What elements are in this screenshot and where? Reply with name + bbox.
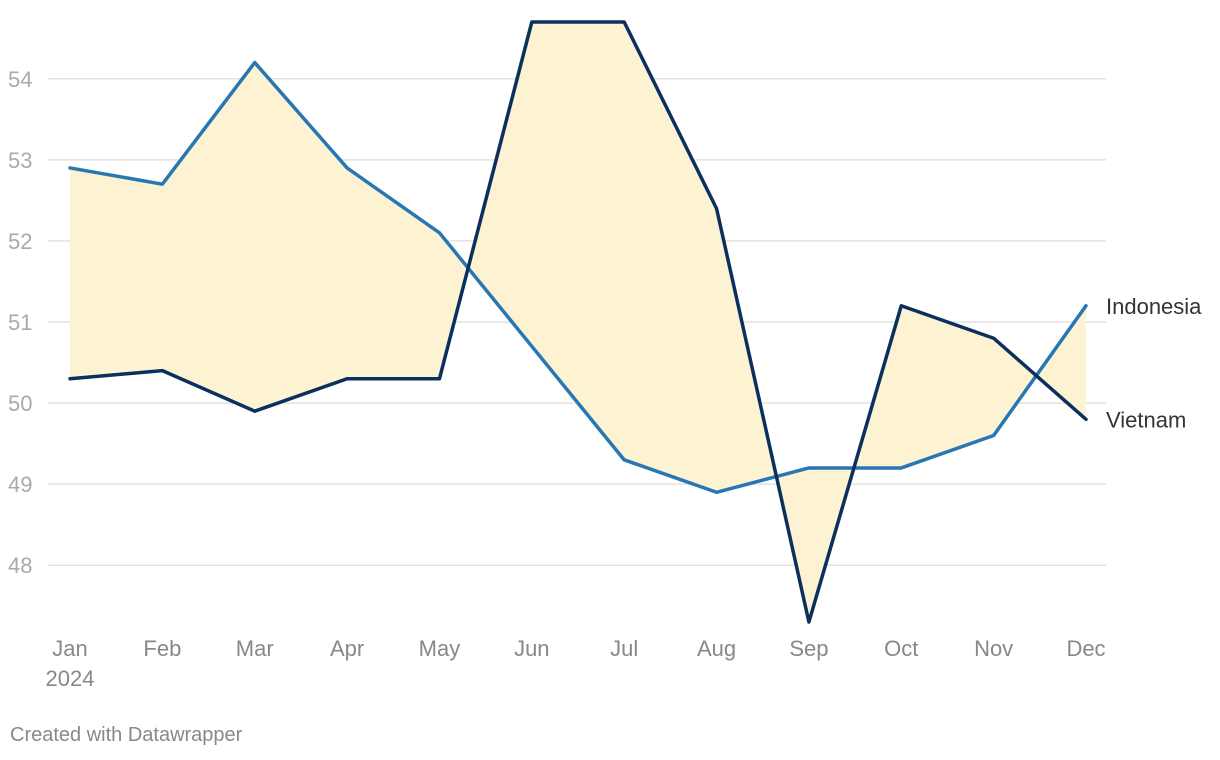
y-tick-label: 54 — [8, 67, 32, 92]
series-label-indonesia: Indonesia — [1106, 294, 1202, 319]
x-tick-label: Apr — [330, 636, 364, 661]
series-labels: Indonesia Vietnam — [1106, 294, 1202, 433]
x-tick-label: Feb — [143, 636, 181, 661]
x-tick-label: Oct — [884, 636, 918, 661]
y-tick-label: 51 — [8, 310, 32, 335]
difference-area — [70, 22, 1086, 622]
x-axis: Jan Feb Mar Apr May Jun Jul Aug Sep Oct Nov Dec 2024 — [46, 636, 1106, 691]
y-axis: 48 49 50 51 52 53 54 — [8, 67, 32, 578]
x-tick-label: May — [419, 636, 461, 661]
x-tick-label: Jan — [52, 636, 87, 661]
x-tick-label: Aug — [697, 636, 736, 661]
series-line-vietnam — [68, 20, 1088, 624]
x-tick-label: Mar — [236, 636, 274, 661]
difference-fill — [70, 22, 1086, 622]
x-tick-label: Dec — [1066, 636, 1105, 661]
y-tick-label: 48 — [8, 553, 32, 578]
y-tick-label: 49 — [8, 472, 32, 497]
x-tick-label: Sep — [789, 636, 828, 661]
y-tick-label: 50 — [8, 391, 32, 416]
x-tick-label: Jun — [514, 636, 549, 661]
y-tick-label: 53 — [8, 148, 32, 173]
x-year-label: 2024 — [46, 666, 95, 691]
credit-text: Created with Datawrapper — [10, 724, 243, 746]
series-line-indonesia — [68, 60, 1088, 495]
y-tick-label: 52 — [8, 229, 32, 254]
x-tick-label: Jul — [610, 636, 638, 661]
series-lines — [68, 20, 1088, 624]
line-chart: 48 49 50 51 52 53 54 Jan Feb Mar Apr May Jun Jul Aug S… — [8, 20, 1202, 691]
x-tick-label: Nov — [974, 636, 1013, 661]
series-label-vietnam: Vietnam — [1106, 407, 1186, 432]
